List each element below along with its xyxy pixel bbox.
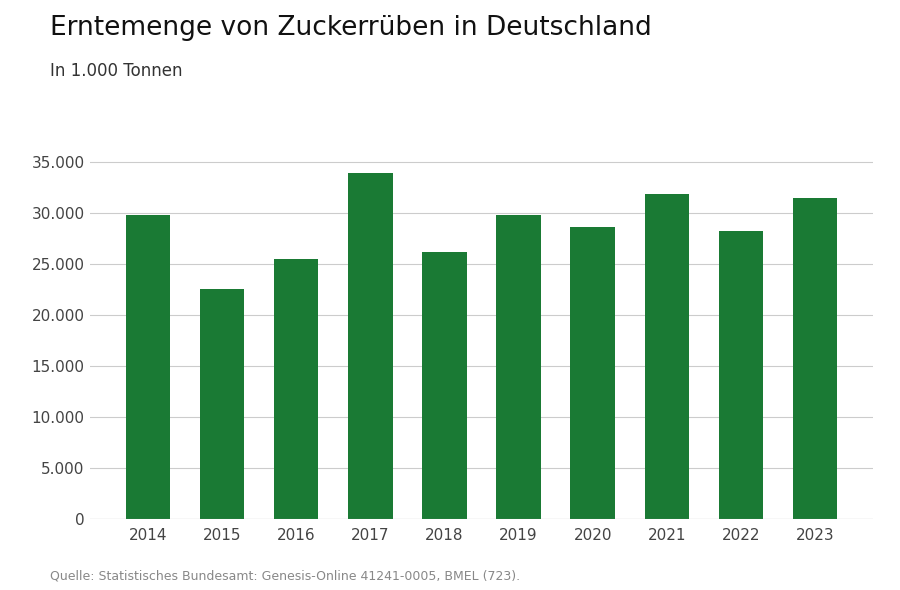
Text: Erntemenge von Zuckerrüben in Deutschland: Erntemenge von Zuckerrüben in Deutschlan…	[50, 15, 652, 41]
Bar	[571, 227, 615, 519]
Bar	[422, 252, 467, 519]
Bar	[793, 198, 837, 519]
Bar	[126, 215, 170, 519]
Bar	[348, 173, 392, 519]
Bar	[644, 194, 689, 519]
Bar	[200, 289, 244, 519]
Bar	[274, 259, 319, 519]
Text: Quelle: Statistisches Bundesamt: Genesis-Online 41241-0005, BMEL (723).: Quelle: Statistisches Bundesamt: Genesis…	[50, 570, 519, 583]
Bar	[496, 215, 541, 519]
Bar	[719, 231, 763, 519]
Text: In 1.000 Tonnen: In 1.000 Tonnen	[50, 62, 182, 80]
